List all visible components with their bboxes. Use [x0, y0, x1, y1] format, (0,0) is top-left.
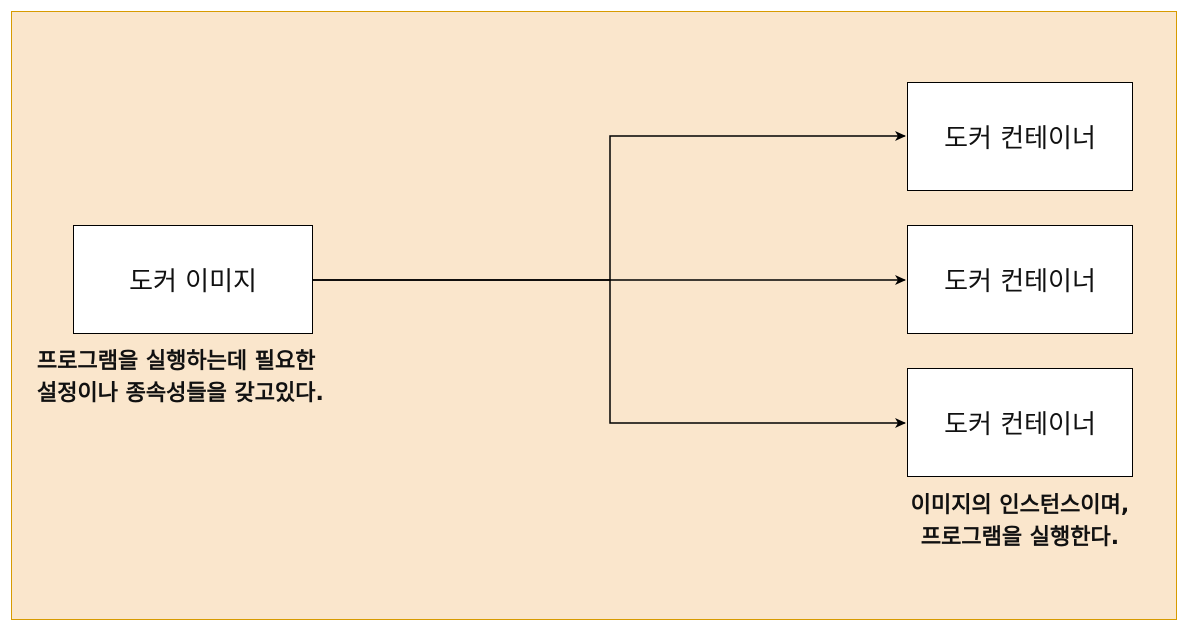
docker-container-label-3: 도커 컨테이너: [944, 410, 1096, 440]
docker-image-note-line-2: 설정이나 종속성들을 갖고있다.: [37, 381, 324, 406]
arrow-to-container-1: [313, 131, 906, 281]
docker-image-note: 프로그램을 실행하는데 필요한 설정이나 종속성들을 갖고있다.: [37, 346, 324, 410]
docker-container-label-1: 도커 컨테이너: [944, 124, 1096, 154]
docker-image-note-line-1: 프로그램을 실행하는데 필요한: [37, 349, 316, 374]
docker-container-box-1[interactable]: 도커 컨테이너: [907, 82, 1133, 191]
docker-image-label: 도커 이미지: [129, 267, 257, 297]
docker-container-box-2[interactable]: 도커 컨테이너: [907, 225, 1133, 334]
docker-container-label-2: 도커 컨테이너: [944, 267, 1096, 297]
docker-image-box[interactable]: 도커 이미지: [73, 225, 313, 334]
docker-container-note: 이미지의 인스턴스이며, 프로그램을 실행한다.: [880, 490, 1160, 554]
docker-container-box-3[interactable]: 도커 컨테이너: [907, 368, 1133, 477]
docker-container-note-line-1: 이미지의 인스턴스이며,: [910, 493, 1130, 518]
docker-container-note-line-2: 프로그램을 실행한다.: [920, 525, 1120, 550]
arrow-to-container-3: [313, 279, 906, 428]
